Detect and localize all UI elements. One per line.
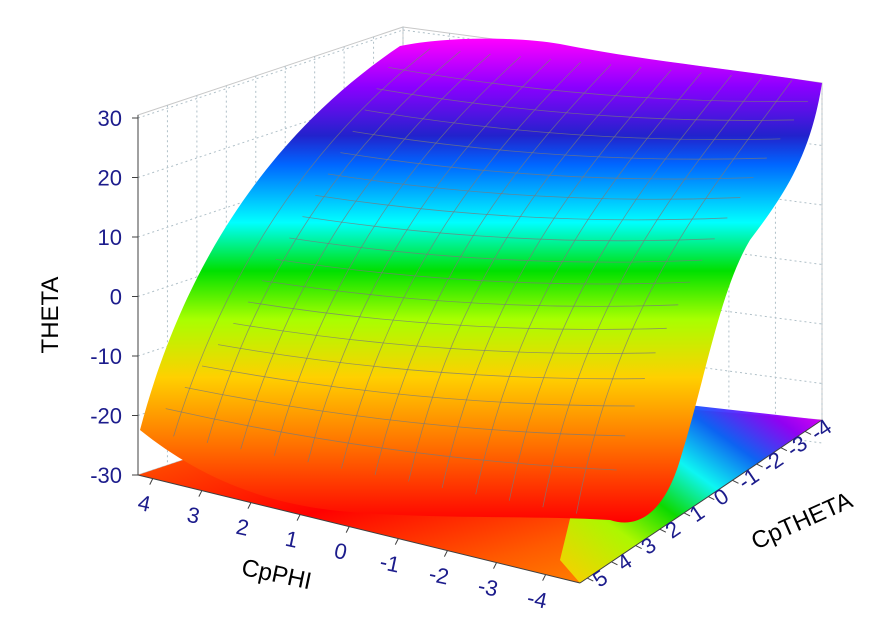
y-tick-mark <box>804 430 812 435</box>
y-tick-mark <box>611 561 618 566</box>
x-tick-mark <box>493 562 497 569</box>
x-tick-mark <box>247 502 252 509</box>
x-tick-mark <box>345 526 350 533</box>
mesh-line <box>374 64 612 476</box>
wall-gridline <box>137 89 404 178</box>
mesh-line <box>376 88 795 121</box>
wall-gridline <box>137 29 404 119</box>
y-tick-label: 3 <box>636 532 660 560</box>
mesh-line <box>307 58 551 463</box>
mesh-line <box>475 72 702 495</box>
mesh-line <box>233 322 656 354</box>
y-tick-mark <box>708 496 715 501</box>
mesh-line <box>340 152 754 180</box>
mesh-line <box>408 66 642 482</box>
z-tick-label: 30 <box>98 106 122 131</box>
z-axis-title: THETA <box>37 277 64 354</box>
x-tick-mark <box>394 538 399 545</box>
x-tick-mark <box>296 514 301 521</box>
mesh-line <box>206 50 461 443</box>
y-tick-mark <box>780 447 788 452</box>
x-tick-label: 3 <box>185 502 202 529</box>
y-tick-mark <box>732 479 739 484</box>
y-tick-mark <box>683 512 691 517</box>
z-axis-ticks: 30 20 10 0 -10 -20 -30 <box>90 106 138 488</box>
z-tick-label: 10 <box>98 225 122 250</box>
mesh-line <box>327 173 741 200</box>
mesh-line <box>273 56 521 456</box>
x-tick-label: -2 <box>427 561 451 590</box>
mesh-line <box>262 280 679 307</box>
surface-mesh <box>165 48 808 514</box>
mesh-line <box>247 301 667 330</box>
wall-gridline <box>137 208 404 297</box>
x-tick-label: 0 <box>332 538 349 565</box>
mesh-line <box>240 53 491 450</box>
x-tick-mark <box>149 478 154 485</box>
y-tick-mark <box>635 545 642 549</box>
x-tick-mark <box>198 490 203 497</box>
mesh-line <box>352 130 767 160</box>
y-tick-label: 4 <box>612 548 636 576</box>
x-tick-label: -1 <box>378 549 402 578</box>
mesh-line <box>576 80 793 514</box>
x-tick-label: -3 <box>476 573 500 602</box>
mesh-line <box>217 344 645 380</box>
mesh-line <box>302 216 715 242</box>
y-tick-mark <box>587 577 594 582</box>
mesh-line <box>173 48 431 437</box>
y-tick-label: 1 <box>685 499 709 527</box>
y-tick-mark <box>756 463 763 468</box>
x-tick-label: 2 <box>234 514 251 541</box>
y-tick-label: 0 <box>709 483 733 511</box>
x-tick-label: 1 <box>283 526 300 553</box>
z-tick-label: -30 <box>90 463 122 488</box>
z-tick-label: 0 <box>110 285 122 310</box>
x-tick-mark <box>443 550 448 557</box>
x-tick-label: -4 <box>525 585 549 614</box>
wall-gridline <box>137 148 404 238</box>
mesh-line <box>542 77 763 508</box>
mesh-line <box>184 386 626 437</box>
y-tick-label: 2 <box>661 516 685 544</box>
mesh-line <box>201 365 635 407</box>
x-axis-title: CpPHI <box>239 554 314 595</box>
x-tick-mark <box>542 574 547 581</box>
mesh-line <box>165 408 617 471</box>
mesh-line <box>388 66 808 102</box>
mesh-line <box>275 258 691 285</box>
z-tick-label: 20 <box>98 166 122 191</box>
z-tick-label: -10 <box>90 344 122 369</box>
y-axis-title: CpTHETA <box>747 487 856 555</box>
y-tick-mark <box>659 528 667 533</box>
mesh-line <box>441 69 672 488</box>
mesh-line <box>364 109 781 141</box>
mesh-line <box>341 61 582 469</box>
y-tick-label: 5 <box>588 565 612 593</box>
z-tick-label: -20 <box>90 404 122 429</box>
mesh-line <box>289 237 703 263</box>
x-tick-label: 4 <box>136 490 153 517</box>
mesh-line <box>315 194 728 221</box>
